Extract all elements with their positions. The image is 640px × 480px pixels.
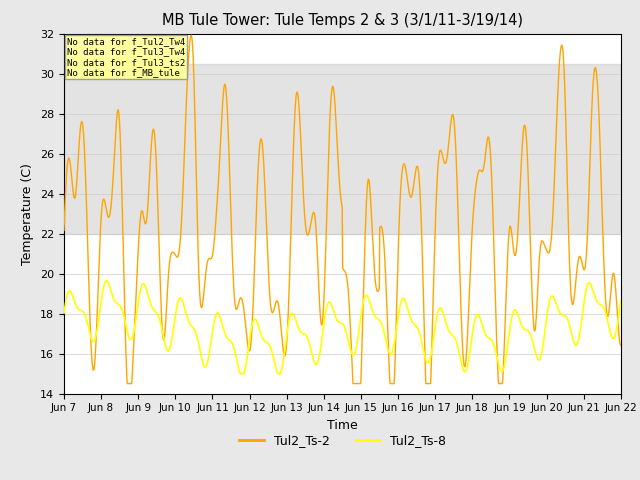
Y-axis label: Temperature (C): Temperature (C)	[22, 163, 35, 264]
Bar	[64, 63, 621, 234]
Legend: Tul2_Ts-2, Tul2_Ts-8: Tul2_Ts-2, Tul2_Ts-8	[234, 429, 451, 452]
Title: MB Tule Tower: Tule Temps 2 & 3 (3/1/11-3/19/14): MB Tule Tower: Tule Temps 2 & 3 (3/1/11-…	[162, 13, 523, 28]
Text: No data for f_Tul2_Tw4
No data for f_Tul3_Tw4
No data for f_Tul3_ts2
No data for: No data for f_Tul2_Tw4 No data for f_Tul…	[67, 37, 185, 77]
X-axis label: Time: Time	[327, 419, 358, 432]
